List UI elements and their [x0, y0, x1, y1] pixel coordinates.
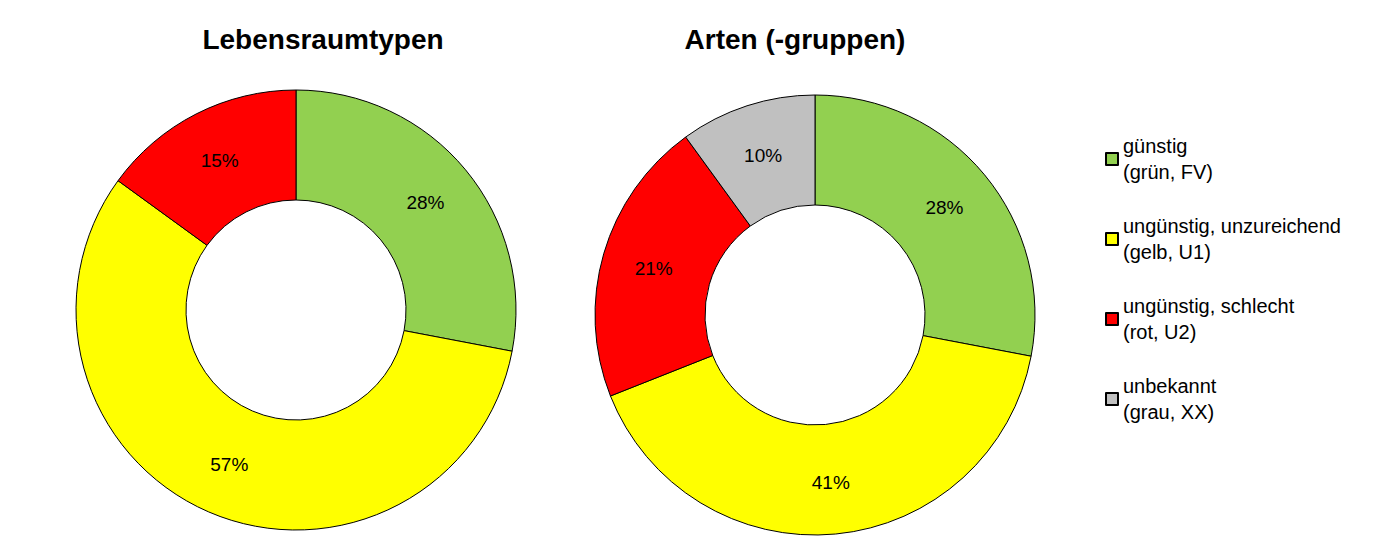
svg-text:28%: 28%: [406, 192, 444, 213]
svg-text:günstig: günstig: [1123, 135, 1188, 157]
svg-text:(grau, XX): (grau, XX): [1123, 401, 1214, 423]
svg-text:41%: 41%: [812, 472, 850, 493]
svg-text:(gelb, U1): (gelb, U1): [1123, 241, 1211, 263]
svg-text:Lebensraumtypen: Lebensraumtypen: [202, 24, 443, 55]
svg-text:(rot, U2): (rot, U2): [1123, 321, 1196, 343]
svg-text:57%: 57%: [210, 454, 248, 475]
svg-text:15%: 15%: [201, 150, 239, 171]
svg-text:Arten (-gruppen): Arten (-gruppen): [685, 24, 906, 55]
svg-text:ungünstig, schlecht: ungünstig, schlecht: [1123, 295, 1295, 317]
svg-text:ungünstig, unzureichend: ungünstig, unzureichend: [1123, 215, 1341, 237]
svg-text:unbekannt: unbekannt: [1123, 375, 1217, 397]
svg-text:10%: 10%: [744, 145, 782, 166]
svg-text:28%: 28%: [925, 197, 963, 218]
svg-text:21%: 21%: [635, 258, 673, 279]
svg-text:(grün, FV): (grün, FV): [1123, 161, 1213, 183]
